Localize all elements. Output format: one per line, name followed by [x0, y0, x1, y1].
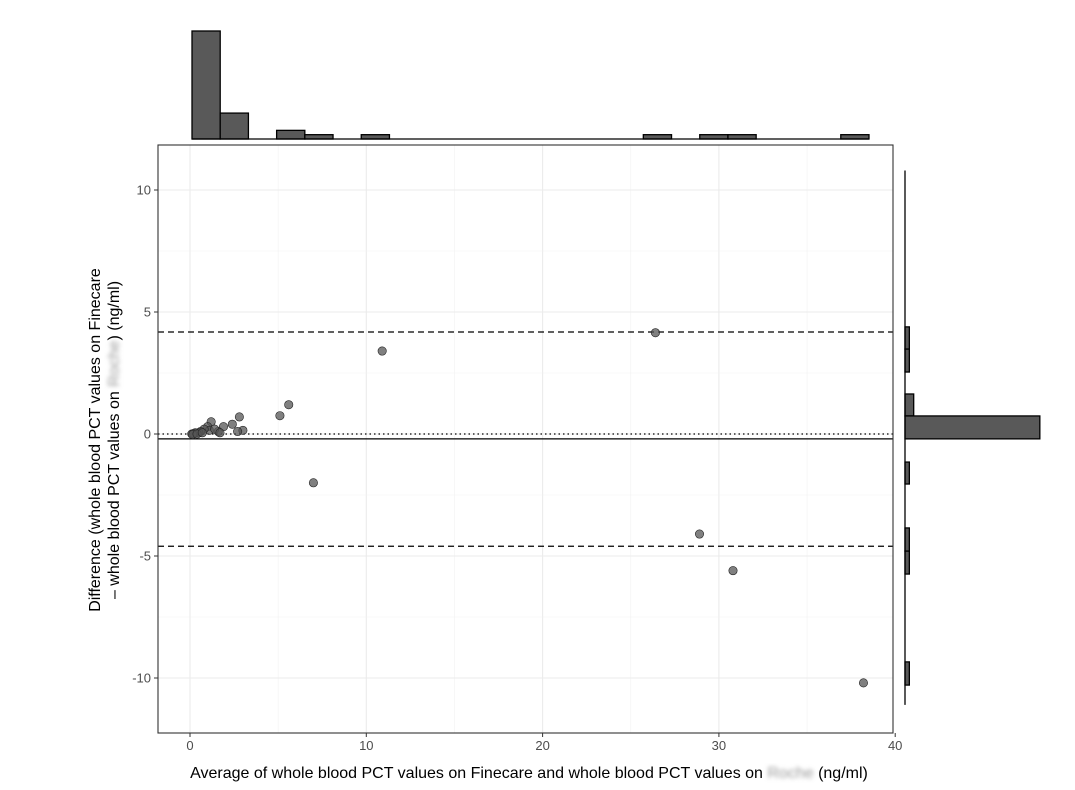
y-axis-title-line2: – whole blood PCT values on Roche) (ng/m…	[106, 281, 123, 599]
y-axis-title-line1: Difference (whole blood PCT values on Fi…	[87, 268, 104, 612]
right-histogram-bar	[904, 661, 910, 686]
data-point	[215, 428, 225, 438]
data-point	[284, 400, 294, 410]
x-axis-title: Average of whole blood PCT values on Fin…	[190, 765, 868, 782]
top-histogram-bar	[219, 112, 250, 140]
data-point	[308, 478, 318, 488]
x-tick-label: 10	[359, 738, 373, 753]
data-point	[650, 328, 660, 338]
data-point	[377, 346, 387, 356]
right-histogram-bar	[904, 348, 910, 373]
right-histogram-bar	[904, 550, 910, 575]
data-point	[233, 427, 243, 437]
y-tick-label: 0	[144, 427, 151, 442]
right-histogram-bar	[904, 393, 915, 417]
right-histogram-bar	[904, 415, 1041, 440]
data-point	[858, 678, 868, 688]
data-point	[275, 411, 285, 421]
y-axis-title: Difference (whole blood PCT values on Fi…	[87, 268, 123, 612]
y-tick-label: 10	[137, 183, 151, 198]
data-point	[197, 428, 207, 438]
top-histogram	[191, 30, 870, 140]
right-histogram-bar	[904, 326, 910, 350]
y-tick-label: -10	[132, 671, 151, 686]
x-tick-label: 0	[186, 738, 193, 753]
right-histogram-bar	[904, 461, 910, 485]
data-point	[227, 419, 237, 429]
right-histogram-bar	[904, 527, 910, 552]
data-point	[695, 529, 705, 539]
right-histogram	[904, 170, 1041, 705]
blurred-brand: Roche	[767, 765, 813, 782]
top-histogram-bar	[275, 129, 306, 140]
top-histogram-bar	[191, 30, 221, 140]
x-tick-label: 20	[535, 738, 549, 753]
plot-panel: 0 10 20 30 40 -10 -5 0 5 10	[132, 144, 902, 753]
x-tick-label: 40	[888, 738, 902, 753]
x-tick-label: 30	[712, 738, 726, 753]
panel-border	[157, 144, 894, 734]
data-point	[234, 412, 244, 422]
y-tick-label: -5	[139, 549, 151, 564]
data-point	[728, 566, 738, 576]
y-tick-label: 5	[144, 305, 151, 320]
